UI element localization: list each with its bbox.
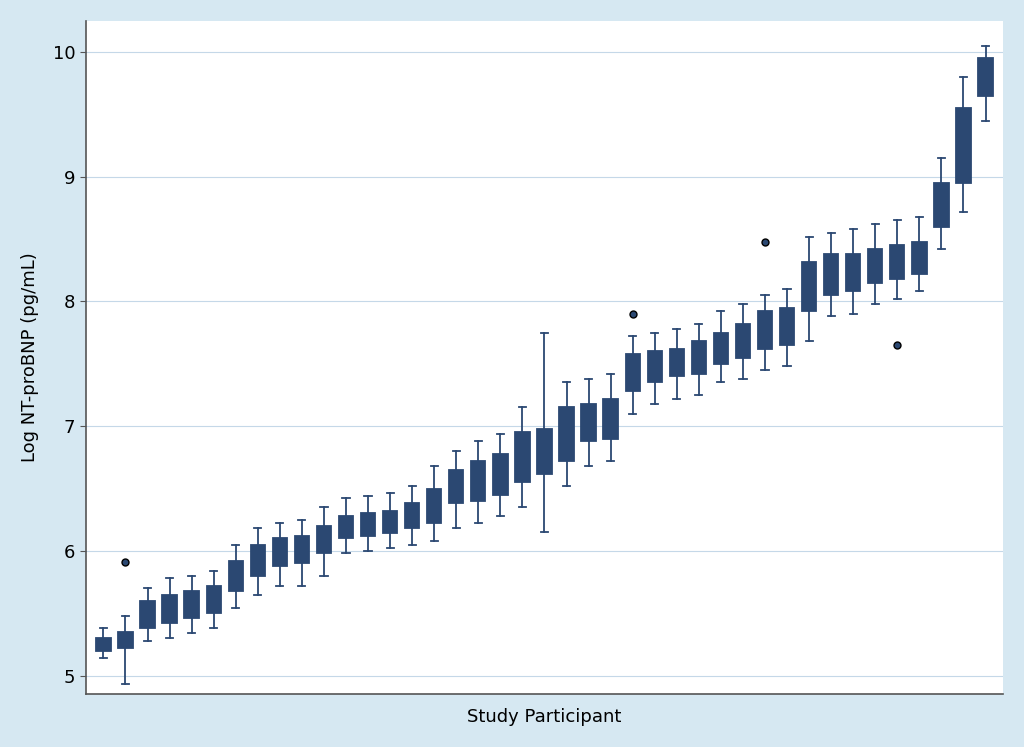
PathPatch shape (494, 453, 508, 495)
PathPatch shape (736, 324, 751, 358)
PathPatch shape (582, 403, 596, 441)
PathPatch shape (427, 489, 441, 524)
PathPatch shape (846, 254, 860, 291)
PathPatch shape (780, 308, 795, 345)
PathPatch shape (890, 245, 904, 279)
PathPatch shape (163, 595, 177, 623)
PathPatch shape (912, 241, 927, 274)
PathPatch shape (140, 601, 155, 628)
PathPatch shape (450, 470, 464, 503)
PathPatch shape (538, 429, 552, 474)
Y-axis label: Log NT-proBNP (pg/mL): Log NT-proBNP (pg/mL) (20, 252, 39, 462)
PathPatch shape (339, 516, 353, 539)
PathPatch shape (758, 311, 772, 349)
PathPatch shape (295, 536, 309, 563)
PathPatch shape (360, 513, 375, 536)
X-axis label: Study Participant: Study Participant (467, 708, 622, 726)
PathPatch shape (119, 632, 133, 648)
PathPatch shape (824, 254, 839, 295)
PathPatch shape (515, 433, 529, 483)
PathPatch shape (559, 407, 573, 461)
PathPatch shape (96, 638, 111, 651)
PathPatch shape (471, 461, 485, 501)
PathPatch shape (956, 108, 971, 183)
PathPatch shape (670, 349, 684, 376)
PathPatch shape (316, 526, 331, 554)
PathPatch shape (691, 341, 706, 374)
PathPatch shape (714, 332, 728, 364)
PathPatch shape (228, 561, 243, 591)
PathPatch shape (207, 586, 221, 613)
PathPatch shape (626, 354, 640, 391)
PathPatch shape (383, 511, 397, 533)
PathPatch shape (603, 399, 617, 438)
PathPatch shape (868, 249, 883, 282)
PathPatch shape (802, 261, 816, 311)
PathPatch shape (934, 183, 948, 226)
PathPatch shape (184, 591, 199, 619)
PathPatch shape (978, 58, 992, 96)
PathPatch shape (272, 539, 287, 565)
PathPatch shape (404, 503, 419, 528)
PathPatch shape (647, 351, 662, 382)
PathPatch shape (251, 545, 265, 576)
